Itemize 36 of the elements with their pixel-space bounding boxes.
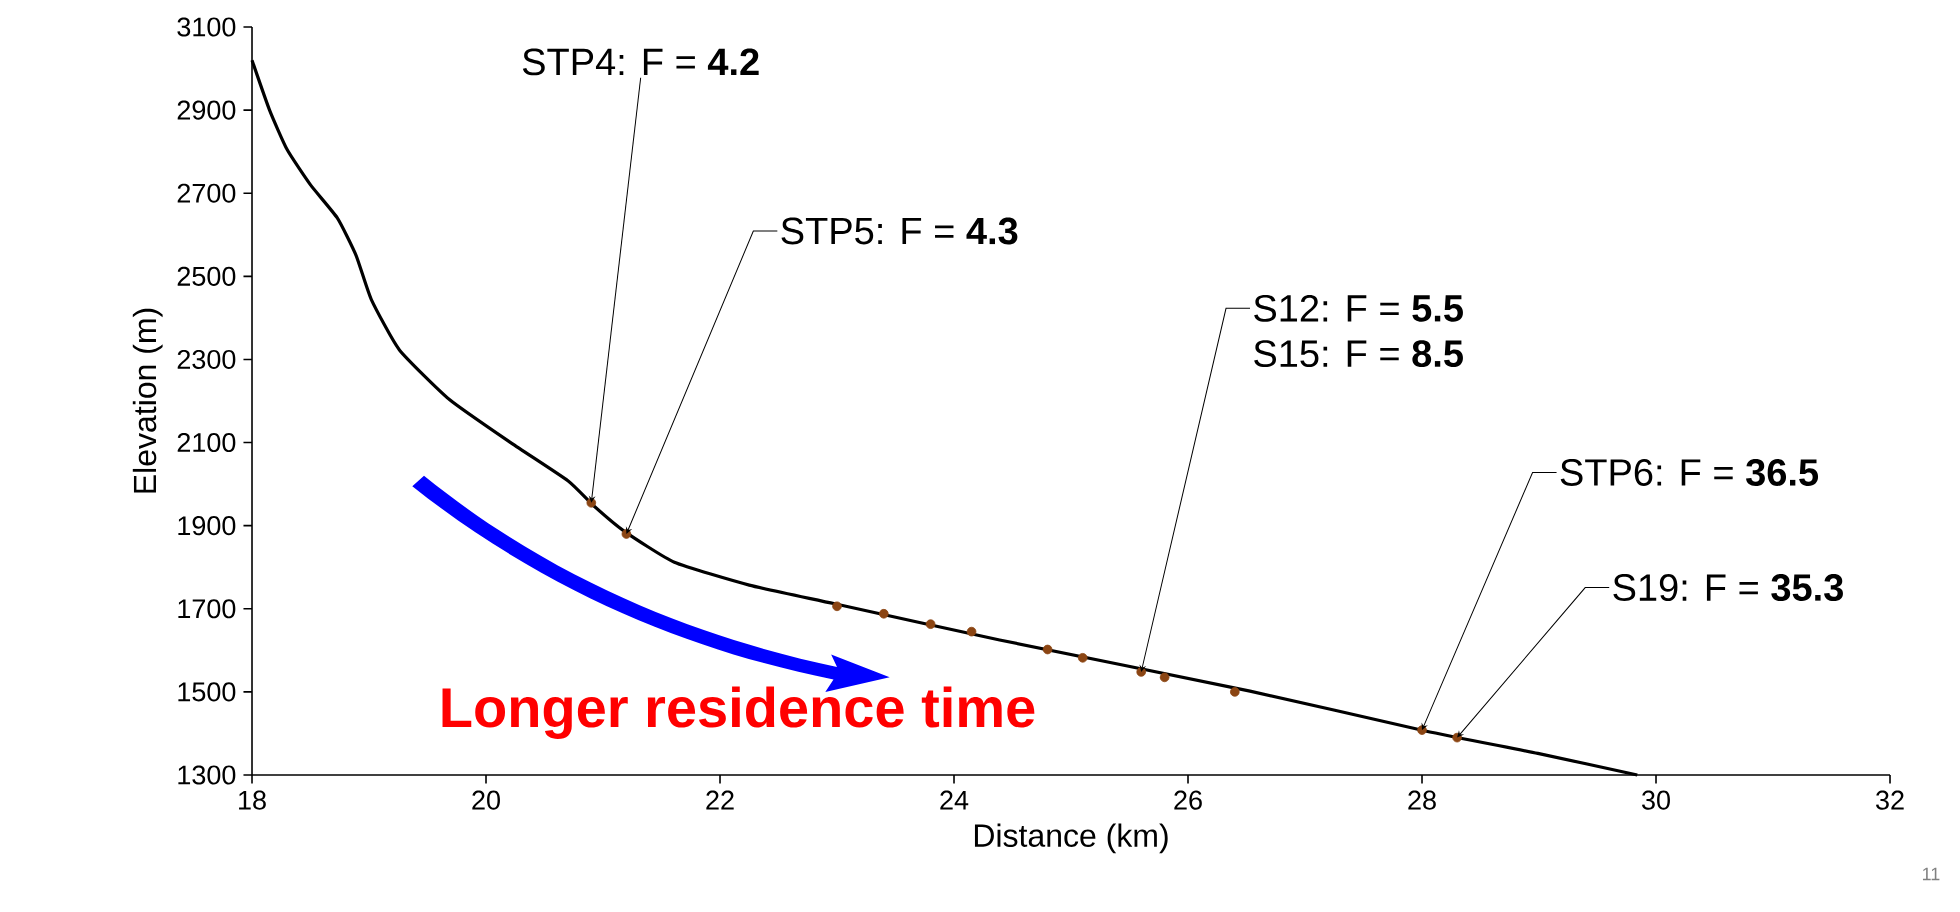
y-tick-label: 2300 — [177, 349, 236, 369]
y-tick-label: 2500 — [177, 266, 236, 286]
x-tick-label: 20 — [472, 790, 500, 810]
point — [1159, 672, 1170, 683]
y-tick-label: 2900 — [177, 100, 236, 120]
y-tick-label: 2700 — [177, 183, 236, 203]
point — [925, 619, 936, 629]
point — [879, 608, 889, 619]
text: 11 — [1922, 867, 1940, 881]
annotation: STP4: F = 4.2 — [522, 48, 759, 76]
point — [1077, 653, 1088, 663]
x-tick-label: 24 — [940, 790, 969, 810]
y-tick-label: 1900 — [178, 516, 236, 536]
y-axis-title: Elevation (m) — [132, 308, 163, 493]
point — [832, 601, 842, 612]
annotation: STP5: F = 4.3 — [781, 217, 1018, 245]
annotation: S12: F = 5.5 — [1254, 294, 1463, 322]
x-tick-label: 32 — [1876, 790, 1904, 810]
annotation: Longer residence time — [442, 686, 1035, 739]
point — [1230, 687, 1240, 697]
x-tick-label: 30 — [1642, 790, 1670, 810]
y-tick-label: 2100 — [177, 433, 236, 453]
x-tick-label: 28 — [1408, 790, 1436, 810]
y-tick-label: 3100 — [177, 17, 236, 37]
point — [1042, 644, 1053, 655]
annotation: S15: F = 8.5 — [1254, 340, 1463, 368]
x-axis-title: Distance (km) — [974, 823, 1168, 854]
annotation: STP6: F = 36.5 — [1560, 459, 1819, 486]
x-tick-label: 26 — [1174, 790, 1202, 810]
x-tick-label: 18 — [239, 790, 266, 810]
y-tick-label: 1700 — [178, 599, 236, 619]
point — [966, 626, 977, 637]
annotation: S19: F = 35.3 — [1613, 574, 1843, 602]
x-tick-label: 22 — [706, 790, 734, 810]
y-tick-label: 1300 — [178, 765, 236, 785]
y-tick-label: 1500 — [178, 682, 236, 702]
